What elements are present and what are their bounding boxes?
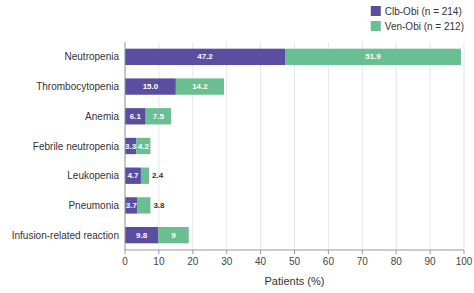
- grid-line: [226, 42, 227, 250]
- tick-label: 50: [289, 256, 301, 267]
- category-label: Thrombocytopenia: [36, 81, 119, 92]
- bars: [125, 49, 461, 244]
- tick-label: 60: [323, 256, 335, 267]
- bar: [125, 138, 136, 154]
- grid-line: [430, 42, 431, 250]
- bar: [125, 197, 138, 213]
- bar: [146, 108, 171, 124]
- bar: [125, 108, 146, 124]
- tick-mark: [226, 250, 227, 254]
- grid-line: [396, 42, 397, 250]
- data-label: 4.2: [138, 142, 150, 151]
- data-label: 3.7: [126, 201, 138, 210]
- data-label: 3.3: [125, 142, 137, 151]
- grid-line: [125, 42, 126, 250]
- grid-line: [362, 42, 363, 250]
- bar: [138, 197, 151, 213]
- grid-line: [260, 42, 261, 250]
- category-label: Leukopenia: [67, 170, 119, 181]
- grid-line: [294, 42, 295, 250]
- bar: [136, 138, 150, 154]
- tick-mark: [192, 250, 193, 254]
- chart: 0 10 20 30 40 50 60 70 80 90 100 Neutropenia Thrombo…: [0, 0, 474, 293]
- tick-label: 70: [357, 256, 369, 267]
- data-labels: 47.2 15.0 6.1 3.3 4.7 3.7 9.8 51.9 14.2 7.5 4.2 2.4…: [125, 52, 381, 239]
- bar: [125, 227, 158, 243]
- y-axis: [125, 42, 126, 250]
- bar: [125, 78, 176, 94]
- grid: 0 10 20 30 40 50 60 70 80 90 100: [122, 42, 473, 267]
- data-label: 2.4: [152, 171, 164, 180]
- data-label: 9: [171, 231, 176, 240]
- bar: [125, 168, 141, 184]
- tick-label: 40: [255, 256, 267, 267]
- data-label: 15.0: [143, 82, 159, 91]
- tick-label: 0: [122, 256, 128, 267]
- data-label: 7.5: [153, 112, 165, 121]
- tick-mark: [396, 250, 397, 254]
- data-label: 51.9: [365, 52, 381, 61]
- grid-line: [328, 42, 329, 250]
- grid-line: [464, 42, 465, 250]
- tick-mark: [464, 250, 465, 254]
- tick-label: 100: [456, 256, 473, 267]
- x-axis: [125, 250, 464, 251]
- data-label: 4.7: [127, 171, 139, 180]
- category-label: Infusion-related reaction: [12, 230, 119, 241]
- grid-line: [158, 42, 159, 250]
- legend: Clb-Obi (n = 214) Ven-Obi (n = 212): [371, 6, 464, 32]
- data-label: 6.1: [130, 112, 142, 121]
- data-label: 47.2: [197, 52, 213, 61]
- x-axis-label: Patients (%): [265, 275, 325, 287]
- category-label: Pneumonia: [68, 200, 119, 211]
- bar: [158, 227, 189, 243]
- tick-label: 80: [391, 256, 403, 267]
- legend-label: Ven-Obi (n = 212): [385, 21, 464, 32]
- tick-mark: [125, 250, 126, 254]
- data-label: 14.2: [192, 82, 208, 91]
- category-label: Febrile neutropenia: [33, 141, 120, 152]
- tick-mark: [260, 250, 261, 254]
- category-label: Neutropenia: [65, 51, 120, 62]
- legend-swatch: [371, 21, 381, 31]
- bar: [176, 78, 224, 94]
- tick-mark: [294, 250, 295, 254]
- tick-label: 20: [187, 256, 199, 267]
- bar: [125, 49, 285, 65]
- data-label: 3.8: [153, 201, 165, 210]
- tick-mark: [430, 250, 431, 254]
- tick-label: 90: [425, 256, 437, 267]
- tick-label: 10: [153, 256, 165, 267]
- grid-line: [192, 42, 193, 250]
- legend-swatch: [371, 6, 381, 16]
- category-label: Anemia: [85, 111, 119, 122]
- bar: [285, 49, 461, 65]
- bar: [141, 168, 149, 184]
- tick-mark: [362, 250, 363, 254]
- legend-label: Clb-Obi (n = 214): [385, 6, 462, 17]
- tick-label: 30: [221, 256, 233, 267]
- data-label: 9.8: [136, 231, 148, 240]
- tick-mark: [328, 250, 329, 254]
- tick-mark: [158, 250, 159, 254]
